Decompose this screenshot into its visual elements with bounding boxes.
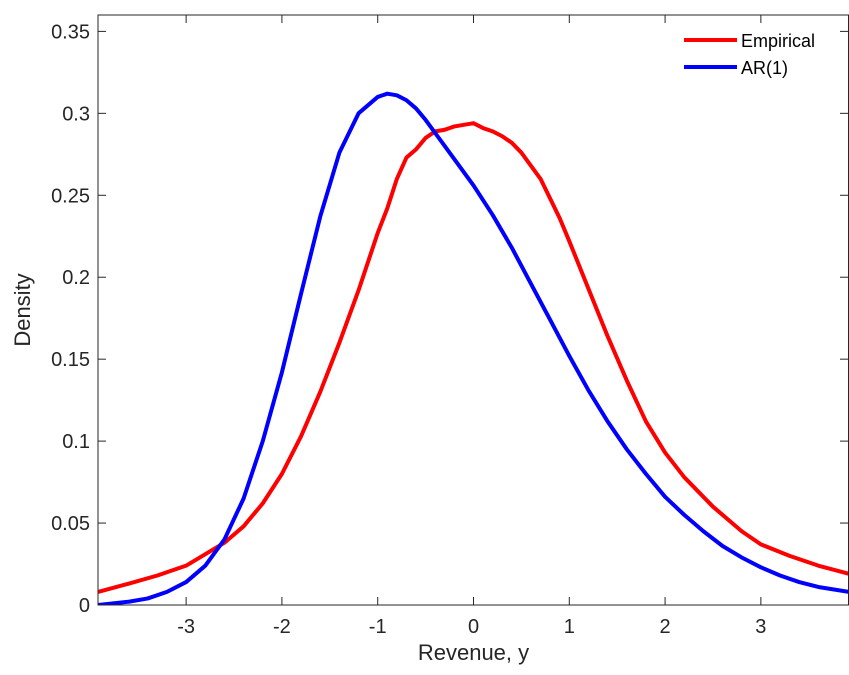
y-tick-label: 0.1: [62, 431, 90, 453]
x-tick-label: 2: [660, 616, 671, 638]
legend-label-1: Empirical: [741, 31, 815, 51]
legend-label-2: AR(1): [741, 58, 788, 78]
series-layer: [98, 91, 849, 605]
x-tick-label: 3: [755, 616, 766, 638]
y-tick-label: 0.35: [51, 21, 90, 43]
y-tick-label: 0.15: [51, 349, 90, 371]
y-tick-label: 0: [79, 595, 90, 617]
y-axis-ticks: 0 0.05 0.1 0.15 0.2 0.25 0.3 0.35: [51, 21, 848, 617]
x-axis-ticks: -3 -2 -1 0 1 2 3: [177, 15, 766, 638]
y-tick-label: 0.05: [51, 513, 90, 535]
y-tick-label: 0.3: [62, 103, 90, 125]
y-tick-label: 0.25: [51, 185, 90, 207]
series-line-1: [98, 121, 849, 594]
legend: Empirical AR(1): [684, 31, 815, 78]
x-axis-label: Revenue, y: [418, 640, 529, 665]
series-line-2: [98, 91, 849, 605]
x-tick-label: 1: [564, 616, 575, 638]
x-tick-label: -1: [369, 616, 387, 638]
x-tick-label: 0: [468, 616, 479, 638]
x-tick-label: -3: [177, 616, 195, 638]
x-tick-label: -2: [273, 616, 291, 638]
y-axis-label: Density: [10, 273, 35, 346]
y-tick-label: 0.2: [62, 267, 90, 289]
